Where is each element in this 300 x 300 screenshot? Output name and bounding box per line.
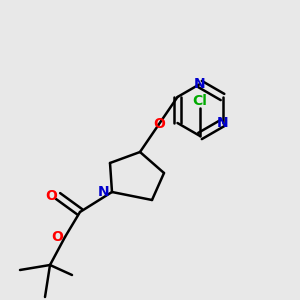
Text: O: O — [153, 118, 165, 131]
Text: N: N — [98, 185, 110, 199]
Text: Cl: Cl — [193, 94, 207, 108]
Text: O: O — [51, 230, 63, 244]
Text: N: N — [194, 77, 206, 91]
Text: N: N — [217, 116, 228, 130]
Text: O: O — [45, 189, 57, 203]
